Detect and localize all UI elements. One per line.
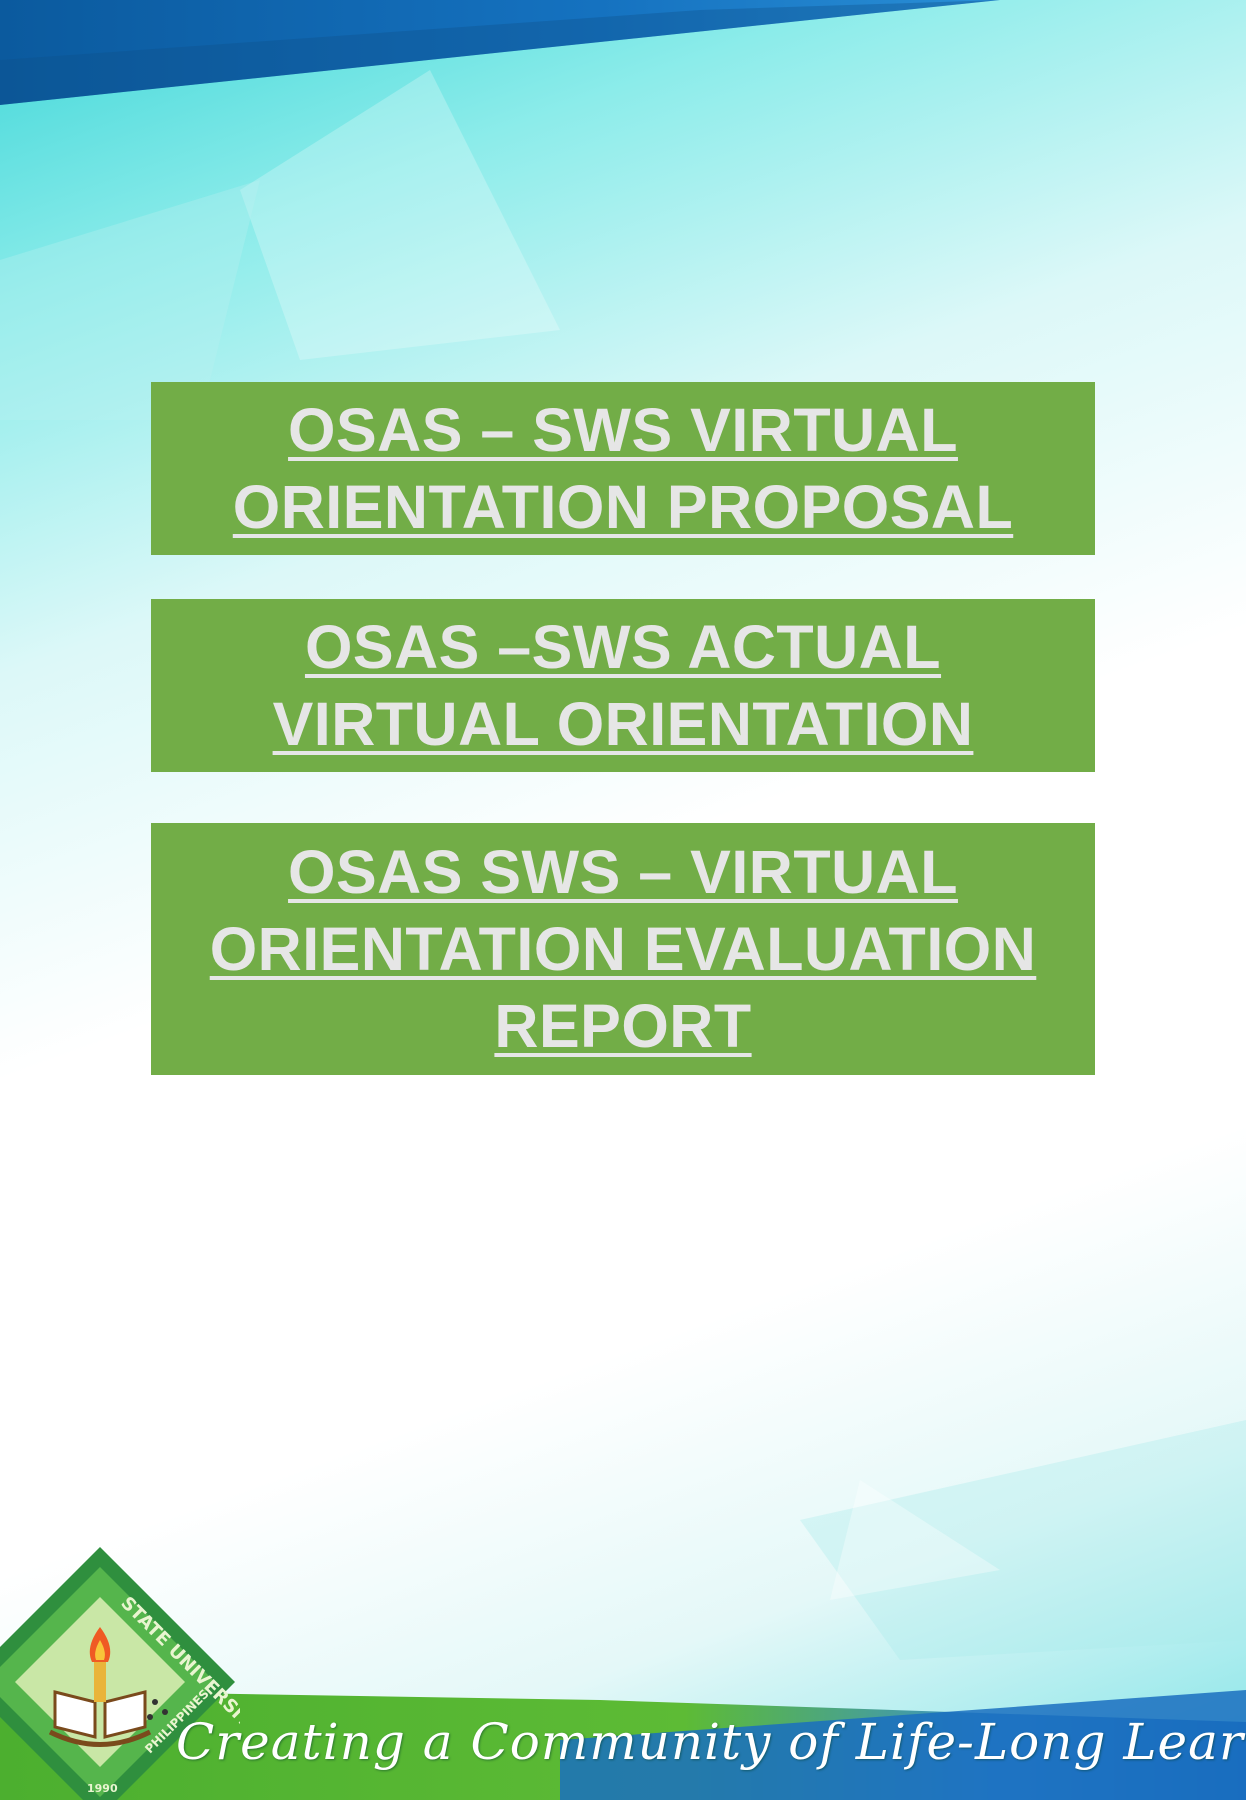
virtual-orientation-proposal-label: OSAS – SWS VIRTUAL ORIENTATION PROPOSAL xyxy=(232,395,1014,541)
orientation-evaluation-report-label: OSAS SWS – VIRTUAL ORIENTATION EVALUATIO… xyxy=(209,837,1037,1060)
university-seal-icon: STATE UNIVERSITY PHILIPPINES 1990 xyxy=(0,1547,240,1800)
seal-year: 1990 xyxy=(87,1782,118,1795)
actual-virtual-orientation-label: OSAS –SWS ACTUAL VIRTUAL ORIENTATION xyxy=(272,612,974,758)
virtual-orientation-proposal-link[interactable]: OSAS – SWS VIRTUAL ORIENTATION PROPOSAL xyxy=(151,382,1095,555)
footer-tagline: Creating a Community of Life-Long Learne… xyxy=(176,1713,1246,1771)
actual-virtual-orientation-link[interactable]: OSAS –SWS ACTUAL VIRTUAL ORIENTATION xyxy=(151,599,1095,772)
orientation-evaluation-report-link[interactable]: OSAS SWS – VIRTUAL ORIENTATION EVALUATIO… xyxy=(151,823,1095,1075)
